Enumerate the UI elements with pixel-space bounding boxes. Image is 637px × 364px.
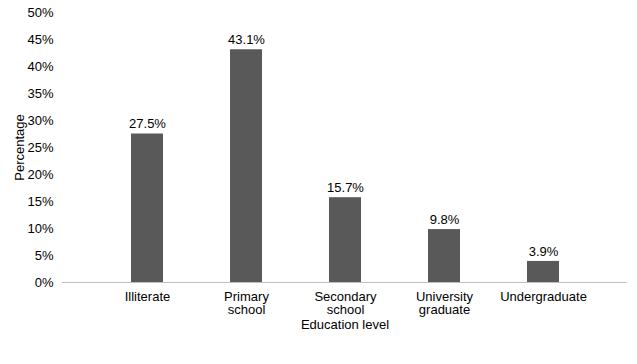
svg-text:5%: 5%	[35, 248, 54, 263]
svg-text:30%: 30%	[27, 113, 53, 128]
svg-text:Undergraduate: Undergraduate	[500, 289, 587, 304]
svg-text:15.7%: 15.7%	[327, 180, 364, 195]
svg-text:15%: 15%	[27, 194, 53, 209]
svg-text:50%: 50%	[27, 5, 53, 20]
svg-text:9.8%: 9.8%	[430, 212, 460, 227]
svg-text:25%: 25%	[27, 140, 53, 155]
svg-text:43.1%: 43.1%	[228, 32, 265, 47]
svg-text:Universitygraduate: Universitygraduate	[416, 289, 474, 317]
svg-text:45%: 45%	[27, 32, 53, 47]
svg-text:0%: 0%	[35, 275, 54, 290]
svg-text:20%: 20%	[27, 167, 53, 182]
svg-text:Education level: Education level	[301, 317, 389, 332]
svg-text:35%: 35%	[27, 86, 53, 101]
svg-text:10%: 10%	[27, 221, 53, 236]
svg-text:Illiterate: Illiterate	[125, 289, 171, 304]
svg-text:Primaryschool: Primaryschool	[224, 289, 269, 317]
svg-text:Secondaryschool: Secondaryschool	[314, 289, 377, 317]
svg-text:27.5%: 27.5%	[129, 116, 166, 131]
svg-text:Percentage: Percentage	[12, 114, 27, 181]
svg-text:3.9%: 3.9%	[529, 244, 559, 259]
svg-text:40%: 40%	[27, 59, 53, 74]
